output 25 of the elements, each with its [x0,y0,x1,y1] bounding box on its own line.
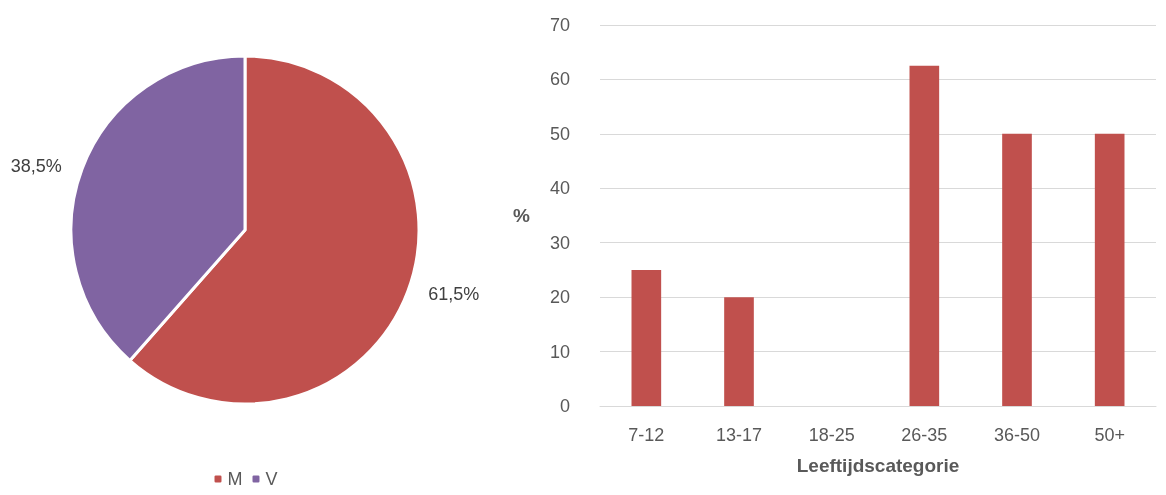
x-tick-label: 7-12 [628,425,665,445]
y-tick-label: 30 [549,232,570,253]
y-tick-label: 20 [549,287,570,308]
y-tick-label: 40 [549,178,570,199]
y-tick-label: 10 [549,341,570,362]
data-label: 61,5% [428,284,480,305]
x-tick-label: 18-25 [808,425,855,445]
x-tick-label: 36-50 [993,425,1041,445]
legend-label: V [265,469,278,489]
y-tick-label: 50 [549,123,570,144]
bar [909,65,940,406]
y-tick-label: 0 [559,396,570,416]
x-tick-label: 26-35 [901,425,948,445]
y-axis-title: % [513,205,531,226]
y-tick-label: 70 [549,15,570,35]
legend-label: M [227,469,243,489]
bar [724,297,754,406]
bar [631,269,662,406]
bar [1094,133,1125,406]
data-label: 38,5% [10,155,62,176]
y-tick-label: 60 [549,69,570,90]
x-tick-label: 50+ [1094,425,1125,445]
x-tick-label: 13-17 [715,425,763,445]
x-axis-title: Leeftijdscategorie [796,455,960,476]
bar [1002,133,1032,406]
